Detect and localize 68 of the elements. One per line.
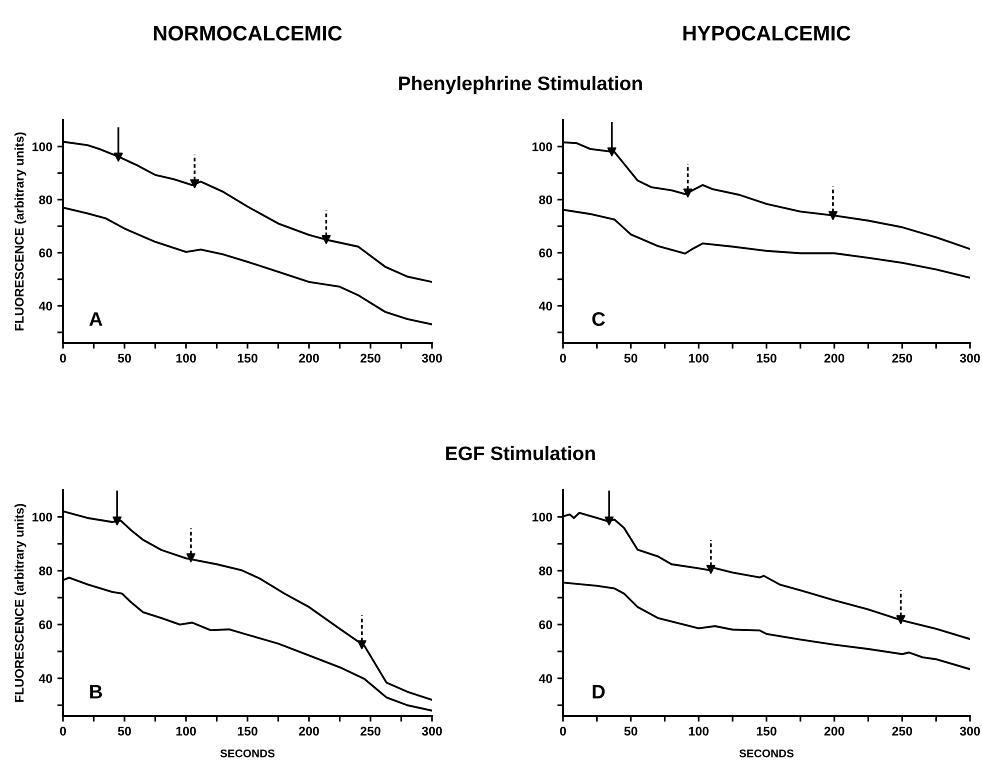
point: [828, 211, 838, 220]
x-tick-label: 50: [624, 726, 638, 736]
x-tick-label: 200: [299, 726, 319, 736]
x-tick-label: 0: [560, 726, 566, 736]
point: [357, 640, 366, 650]
y-tick-label: 100: [32, 512, 52, 522]
x-tick-label: 200: [824, 726, 844, 736]
x-tick-label: 250: [892, 354, 912, 363]
x-tick-label: 150: [756, 354, 776, 363]
x-tick-label: 300: [960, 726, 980, 736]
x-tick-label: 0: [60, 726, 66, 736]
point: [683, 188, 692, 198]
point: [706, 564, 716, 574]
y-tick-label: 40: [38, 302, 52, 310]
y-tick-label: 100: [532, 142, 552, 152]
y-tick-label: 80: [39, 566, 52, 576]
y-tick-label: 100: [32, 142, 52, 152]
y-tick-label: 40: [538, 302, 552, 310]
annotation: C: [592, 312, 605, 326]
x-tick-label: 150: [756, 726, 776, 736]
y-axis-title: FLUORESCENCE (arbitrary units): [14, 132, 26, 330]
text: EGF Stimulation: [446, 446, 595, 460]
x-tick-label: 100: [689, 354, 709, 363]
x-tick-label: 300: [960, 354, 980, 363]
point: [607, 147, 616, 156]
point: [186, 553, 196, 562]
point: [190, 179, 200, 188]
y-tick-label: 60: [39, 248, 52, 258]
x-tick-label: 0: [60, 354, 66, 363]
x-tick-label: 50: [118, 354, 131, 363]
y-tick-label: 40: [38, 674, 52, 683]
point: [112, 516, 122, 526]
x-tick-label: 200: [299, 354, 319, 363]
y-tick-label: 80: [539, 195, 552, 204]
point: [896, 615, 906, 624]
x-tick-label: 100: [176, 354, 196, 363]
y-tick-label: 80: [539, 566, 552, 576]
x-tick-label: 250: [360, 354, 380, 363]
x-axis-title: SECONDS: [220, 749, 275, 758]
x-tick-label: 50: [624, 354, 638, 363]
x-tick-label: 250: [892, 726, 912, 736]
x-tick-label: 50: [118, 726, 131, 736]
y-tick-label: 60: [539, 248, 552, 258]
annotation: D: [592, 685, 605, 698]
chart-title: NORMOCALCEMIC: [154, 26, 342, 41]
y-axis-title: FLUORESCENCE (arbitrary units): [14, 504, 26, 702]
point: [114, 152, 123, 162]
text: Phenylephrine Stimulation: [399, 76, 642, 94]
x-tick-label: 300: [422, 726, 442, 736]
x-tick-label: 250: [360, 726, 380, 736]
x-tick-label: 100: [176, 726, 196, 736]
annotation: A: [89, 312, 102, 326]
y-tick-label: 100: [532, 512, 552, 522]
y-tick-label: 80: [39, 195, 52, 204]
y-tick-label: 60: [539, 620, 552, 630]
annotation: B: [90, 685, 102, 698]
x-tick-label: 150: [238, 726, 258, 736]
point: [322, 234, 331, 244]
x-tick-label: 0: [560, 354, 566, 363]
y-tick-label: 40: [538, 674, 552, 683]
point: [604, 516, 614, 526]
x-tick-label: 150: [238, 354, 258, 363]
x-tick-label: 300: [422, 354, 442, 363]
x-tick-label: 200: [824, 354, 844, 363]
chart-title: HYPOCALCEMIC: [683, 26, 850, 41]
x-axis-title: SECONDS: [739, 749, 794, 758]
x-tick-label: 100: [689, 726, 709, 736]
y-tick-label: 60: [39, 620, 52, 630]
